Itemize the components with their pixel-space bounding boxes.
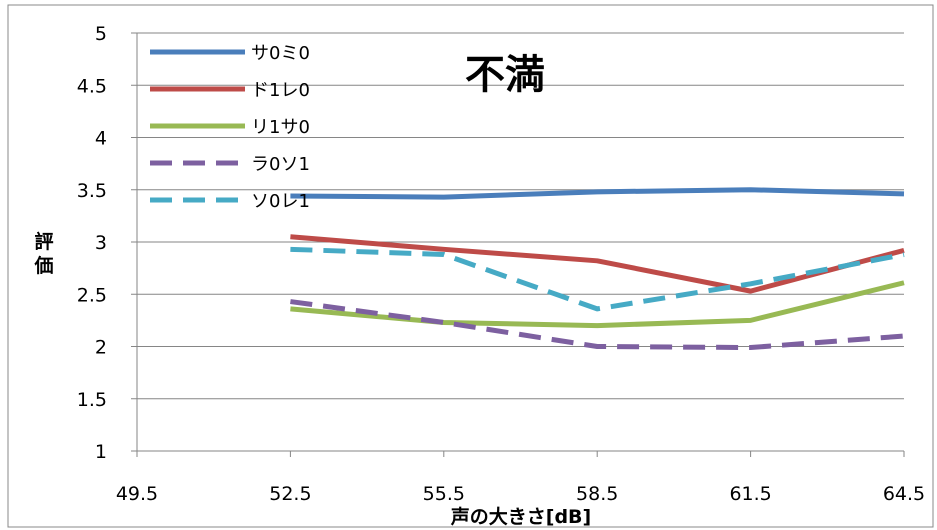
x-tick-label: 49.5 (116, 483, 158, 505)
legend: サ0ミ0 ド1レ0 リ1サ0 ラ0ソ1 ソ0レ1 (150, 43, 310, 212)
x-axis-label: 声の大きさ[dB] (450, 505, 591, 528)
axes (131, 32, 905, 457)
x-tick-label: 52.5 (269, 483, 311, 505)
series-line-4 (290, 299, 905, 351)
y-tick-label: 1.5 (77, 389, 107, 411)
y-tick-label: 4.5 (77, 75, 107, 97)
legend-label-3: リ1サ0 (251, 117, 310, 138)
legend-label-5: ソ0レ1 (251, 191, 310, 212)
series-line-1 (290, 187, 905, 200)
y-tick-label: 4 (95, 128, 107, 150)
y-axis-label: 評価 (33, 230, 53, 277)
y-tick-label: 2 (95, 337, 107, 359)
y-tick-label: 1 (95, 441, 107, 463)
x-tick-label: 61.5 (729, 483, 771, 505)
y-tick-label: 3 (95, 232, 107, 254)
series-line-5 (290, 246, 905, 312)
chart-title: 不満 (465, 52, 545, 98)
legend-label-4: ラ0ソ1 (251, 154, 310, 175)
y-tick-label: 3.5 (77, 180, 107, 202)
x-tick-label: 64.5 (883, 483, 925, 505)
x-tick-label: 55.5 (423, 483, 465, 505)
x-tick-label: 58.5 (576, 483, 618, 505)
series-lines (290, 187, 905, 351)
y-tick-label: 2.5 (77, 284, 107, 306)
legend-label-2: ド1レ0 (251, 80, 310, 101)
series-line-2 (290, 234, 905, 294)
y-tick-label: 5 (95, 23, 107, 45)
tick-labels: 1 1.5 2 2.5 3 3.5 4 4.5 5 49.5 52.5 55.5 58.5 61.5 64.… (77, 23, 925, 505)
legend-label-1: サ0ミ0 (251, 43, 310, 64)
